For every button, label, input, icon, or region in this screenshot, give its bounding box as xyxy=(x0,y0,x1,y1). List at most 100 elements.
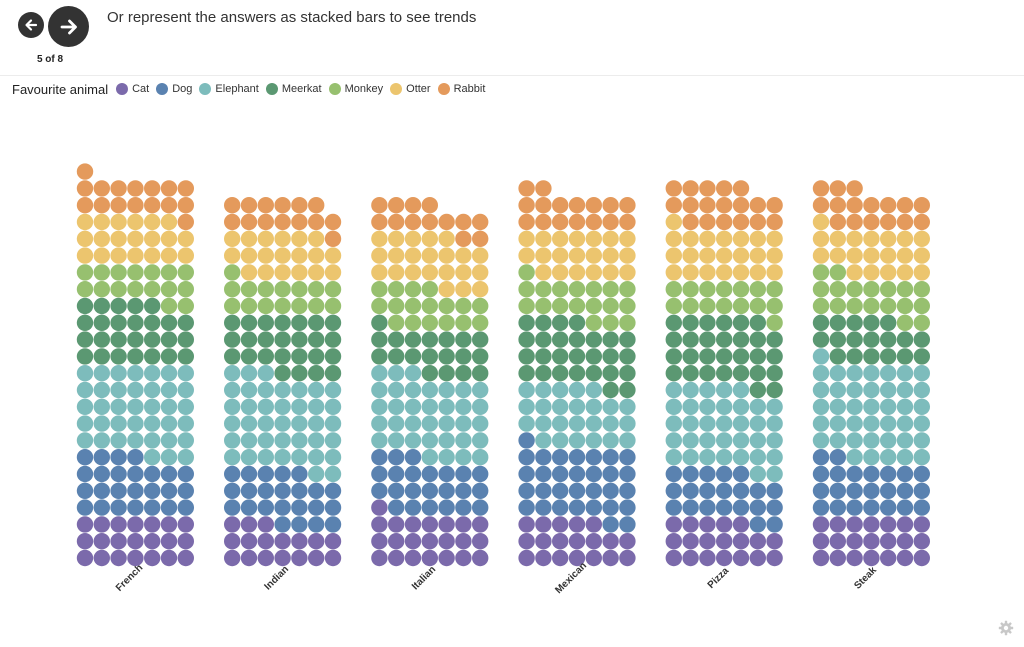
dot-otter xyxy=(291,264,308,281)
dot-cat xyxy=(732,533,750,550)
dot-dog xyxy=(682,482,699,499)
dot-cat xyxy=(110,533,127,550)
dot-cat xyxy=(160,516,178,533)
dot-meerkat xyxy=(552,331,569,348)
dot-elephant xyxy=(160,381,178,399)
next-slide-button[interactable] xyxy=(48,6,89,47)
legend-item-otter[interactable]: Otter xyxy=(390,83,431,95)
dot-otter xyxy=(472,281,489,298)
dot-meerkat xyxy=(518,331,535,348)
dot-rabbit xyxy=(224,197,241,214)
settings-button[interactable] xyxy=(998,620,1014,636)
dot-otter xyxy=(552,247,569,264)
dot-meerkat xyxy=(472,365,489,382)
dot-rabbit xyxy=(110,180,127,197)
dot-elephant xyxy=(388,398,405,415)
dot-elephant xyxy=(716,449,733,466)
dot-meerkat xyxy=(160,314,178,331)
dot-otter xyxy=(913,230,930,247)
dot-monkey xyxy=(766,314,783,331)
dot-elephant xyxy=(766,449,783,466)
dot-rabbit xyxy=(863,197,880,214)
dot-otter xyxy=(127,213,144,231)
dot-monkey xyxy=(404,297,422,315)
previous-slide-button[interactable] xyxy=(18,12,44,38)
dot-rabbit xyxy=(913,197,930,214)
dot-otter xyxy=(535,264,552,281)
dot-elephant xyxy=(224,415,241,432)
dot-monkey xyxy=(404,281,422,298)
dot-elephant xyxy=(749,449,766,466)
dot-cat xyxy=(829,516,846,533)
dot-elephant xyxy=(257,432,274,449)
dot-meerkat xyxy=(308,348,325,365)
dot-meerkat xyxy=(404,348,422,365)
dot-dog xyxy=(274,465,291,483)
dot-meerkat xyxy=(127,331,144,348)
legend-item-cat[interactable]: Cat xyxy=(116,83,149,95)
dot-elephant xyxy=(224,365,241,382)
dot-elephant xyxy=(880,415,897,432)
dot-cat xyxy=(880,549,897,567)
legend-item-meerkat[interactable]: Meerkat xyxy=(265,83,322,95)
dot-monkey xyxy=(535,297,552,315)
dot-cat xyxy=(913,549,930,567)
dot-elephant xyxy=(749,432,766,449)
dot-otter xyxy=(619,247,636,264)
dot-dog xyxy=(568,482,586,499)
dot-monkey xyxy=(274,297,291,315)
dot-elephant xyxy=(240,398,258,415)
dot-dog xyxy=(110,482,127,499)
dot-dog xyxy=(602,516,619,533)
dot-dog xyxy=(602,465,619,483)
dot-otter xyxy=(568,264,586,281)
dot-rabbit xyxy=(76,163,94,180)
dot-dog xyxy=(291,465,308,483)
dot-dog xyxy=(749,516,766,533)
dot-monkey xyxy=(388,314,405,331)
dot-monkey xyxy=(438,314,455,331)
dot-meerkat xyxy=(455,365,472,382)
dot-meerkat xyxy=(127,314,144,331)
dot-dog xyxy=(552,482,569,499)
dot-meerkat xyxy=(257,314,274,331)
legend-item-monkey[interactable]: Monkey xyxy=(328,83,383,95)
dot-rabbit xyxy=(602,213,619,231)
dot-elephant xyxy=(324,465,342,483)
dot-cat xyxy=(568,533,586,550)
dot-meerkat xyxy=(880,314,897,331)
dot-rabbit xyxy=(324,230,342,247)
dot-dog xyxy=(716,465,733,483)
dot-dog xyxy=(896,465,914,483)
dot-rabbit xyxy=(896,197,914,214)
dot-dog xyxy=(324,499,342,516)
dot-cat xyxy=(585,533,602,550)
legend-item-dog[interactable]: Dog xyxy=(156,83,192,95)
dot-monkey xyxy=(863,297,880,315)
dot-rabbit xyxy=(438,213,455,231)
dot-elephant xyxy=(535,381,552,399)
dot-dog xyxy=(127,465,144,483)
dot-meerkat xyxy=(127,297,144,315)
legend-swatch xyxy=(265,83,278,95)
legend-item-elephant[interactable]: Elephant xyxy=(199,83,259,95)
dot-cat xyxy=(421,549,438,567)
dot-otter xyxy=(110,247,127,264)
dot-otter xyxy=(257,264,274,281)
dot-monkey xyxy=(552,297,569,315)
dot-meerkat xyxy=(144,348,161,365)
dot-monkey xyxy=(812,264,830,281)
dot-otter xyxy=(896,264,914,281)
dot-monkey xyxy=(421,314,438,331)
dot-elephant xyxy=(257,449,274,466)
dot-elephant xyxy=(880,449,897,466)
dot-rabbit xyxy=(846,180,863,197)
dot-elephant xyxy=(76,398,94,415)
dot-dog xyxy=(274,516,291,533)
dot-rabbit xyxy=(766,213,783,231)
dot-meerkat xyxy=(699,314,716,331)
legend-item-rabbit[interactable]: Rabbit xyxy=(437,83,485,95)
dot-meerkat xyxy=(371,348,388,365)
dot-cat xyxy=(766,549,783,567)
dot-elephant xyxy=(240,365,258,382)
